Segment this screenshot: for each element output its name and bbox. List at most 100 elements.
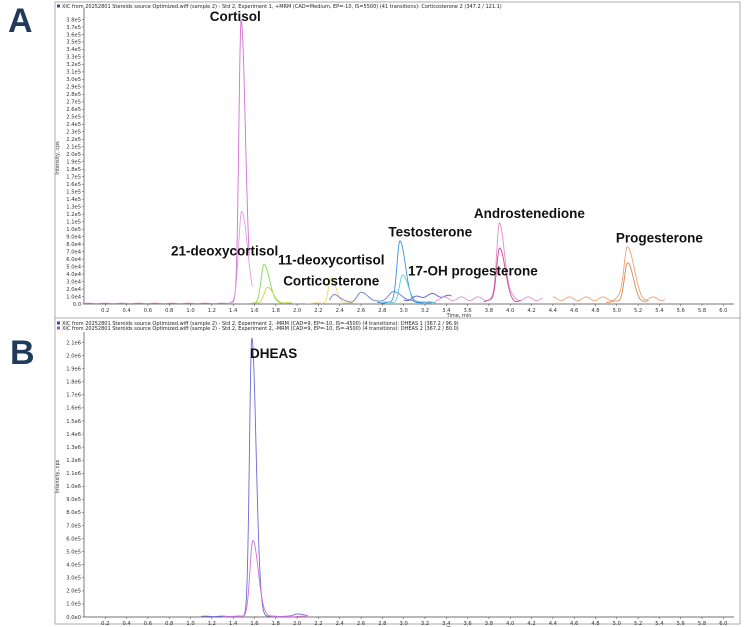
y-tick-label: 2.4e5 <box>66 122 81 128</box>
chromatogram-trace <box>249 263 292 304</box>
peak-label: 21-deoxycortisol <box>171 243 278 258</box>
x-tick-label: 1.2 <box>208 621 216 627</box>
chromatogram-trace <box>222 540 308 618</box>
y-tick-label: 1.5e6 <box>66 419 81 425</box>
y-tick-label: 2.0e5 <box>66 152 81 158</box>
x-tick-label: 3.0 <box>400 308 408 314</box>
x-tick-label: 1.0 <box>186 308 194 314</box>
x-tick-label: 1.2 <box>208 308 216 314</box>
chromatogram-trace <box>606 262 649 303</box>
peak-label: Progesterone <box>616 231 704 246</box>
x-tick-label: 1.0 <box>186 621 194 627</box>
y-tick-label: 9.0e4 <box>66 234 81 240</box>
x-tick-label: 2.2 <box>314 621 322 627</box>
x-tick-label: 5.2 <box>634 621 642 627</box>
y-tick-label: 1.7e5 <box>66 175 81 181</box>
x-tick-label: 4.0 <box>506 308 514 314</box>
peak-label: Corticosterone <box>283 273 380 288</box>
y-tick-label: 1.6e5 <box>66 182 81 188</box>
y-tick-label: 9.0e5 <box>66 497 81 503</box>
chromatogram-trace <box>376 240 425 304</box>
y-tick-label: 1.1e6 <box>66 471 81 477</box>
y-tick-label: 7.0e4 <box>66 249 81 255</box>
y-tick-label: 3.3e5 <box>66 55 81 61</box>
x-tick-label: 0.8 <box>165 621 173 627</box>
x-axis-title: Time, min <box>446 313 472 319</box>
x-tick-label: 1.6 <box>250 308 258 314</box>
y-tick-label: 2.5e5 <box>66 115 81 121</box>
x-tick-label: 4.8 <box>591 308 599 314</box>
y-tick-label: 3.1e5 <box>66 70 81 76</box>
y-tick-label: 1.7e6 <box>66 393 81 399</box>
x-tick-label: 5.8 <box>698 621 706 627</box>
y-tick-label: 3.0e5 <box>66 576 81 582</box>
y-tick-label: 3.0e5 <box>66 77 81 83</box>
y-tick-label: 1.9e5 <box>66 160 81 166</box>
chart-header-text: XIC from 20252801 Steroids source Optimi… <box>62 321 459 327</box>
x-tick-label: 1.4 <box>229 308 238 314</box>
y-tick-label: 1.8e6 <box>66 380 81 386</box>
peak-label: Androstenedione <box>474 206 585 221</box>
x-tick-label: 3.8 <box>485 308 493 314</box>
y-tick-label: 1.3e6 <box>66 445 81 451</box>
x-tick-label: 5.6 <box>677 621 685 627</box>
y-tick-label: 1.4e5 <box>66 197 81 203</box>
x-tick-label: 3.2 <box>421 621 429 627</box>
x-tick-label: 0.2 <box>101 308 109 314</box>
y-tick-label: 2.9e5 <box>66 85 81 91</box>
y-tick-label: 1.4e6 <box>66 432 81 438</box>
y-tick-label: 1.6e6 <box>66 406 81 412</box>
y-tick-label: 1.0e5 <box>66 602 81 608</box>
x-tick-label: 2.4 <box>336 308 345 314</box>
y-tick-label: 1.2e6 <box>66 458 81 464</box>
y-tick-label: 3.6e5 <box>66 32 81 38</box>
y-tick-label: 0.0 <box>73 302 81 308</box>
y-tick-label: 5.0e5 <box>66 549 81 555</box>
chromatogram-trace <box>254 286 292 304</box>
panel-frame <box>54 1 741 321</box>
y-tick-label: 3.5e5 <box>66 40 81 46</box>
peak-label: 17-OH progesterone <box>408 264 538 279</box>
chromatogram-trace <box>302 277 356 304</box>
panel-label-a: A <box>8 2 33 40</box>
y-tick-label: 4.0e5 <box>66 563 81 569</box>
x-tick-label: 5.2 <box>634 308 642 314</box>
y-tick-label: 2.3e5 <box>66 130 81 136</box>
peak-label: DHEAS <box>250 346 297 361</box>
chromatogram-panel-a: XIC from 20252801 Steroids source Optimi… <box>54 1 741 321</box>
x-tick-label: 4.4 <box>549 308 558 314</box>
y-tick-label: 8.0e5 <box>66 510 81 516</box>
x-tick-label: 3.4 <box>442 621 451 627</box>
x-tick-label: 1.6 <box>250 621 258 627</box>
x-tick-label: 6.0 <box>719 621 727 627</box>
x-tick-label: 0.8 <box>165 308 173 314</box>
x-tick-label: 4.6 <box>570 308 578 314</box>
y-tick-label: 2.0e4 <box>66 287 81 293</box>
x-tick-label: 4.6 <box>570 621 578 627</box>
chromatogram-panel-b: XIC from 20252801 Steroids source Optimi… <box>54 317 741 627</box>
panel-frame <box>54 317 741 625</box>
y-tick-label: 2.8e5 <box>66 92 81 98</box>
legend-swatch <box>57 321 60 325</box>
y-tick-label: 1.3e5 <box>66 204 81 210</box>
panel-label-b: B <box>10 334 35 372</box>
x-tick-label: 4.0 <box>506 621 514 627</box>
x-tick-label: 2.6 <box>357 308 365 314</box>
x-tick-label: 0.4 <box>122 308 131 314</box>
y-tick-label: 6.0e4 <box>66 257 81 263</box>
y-tick-label: 3.8e5 <box>66 17 81 23</box>
y-tick-label: 2.1e5 <box>66 145 81 151</box>
y-tick-label: 1.8e5 <box>66 167 81 173</box>
x-tick-label: 5.6 <box>677 308 685 314</box>
x-tick-label: 3.2 <box>421 308 429 314</box>
y-tick-label: 1.1e5 <box>66 219 81 225</box>
y-tick-label: 3.0e4 <box>66 279 81 285</box>
y-tick-label: 8.0e4 <box>66 242 81 248</box>
x-tick-label: 4.2 <box>527 621 535 627</box>
y-axis-title: Intensity, cps <box>55 141 61 175</box>
peak-label: 11-deoxycortisol <box>278 252 385 267</box>
y-tick-label: 1.2e5 <box>66 212 81 218</box>
y-tick-label: 2.0e5 <box>66 589 81 595</box>
x-tick-label: 3.0 <box>400 621 408 627</box>
x-tick-label: 2.2 <box>314 308 322 314</box>
